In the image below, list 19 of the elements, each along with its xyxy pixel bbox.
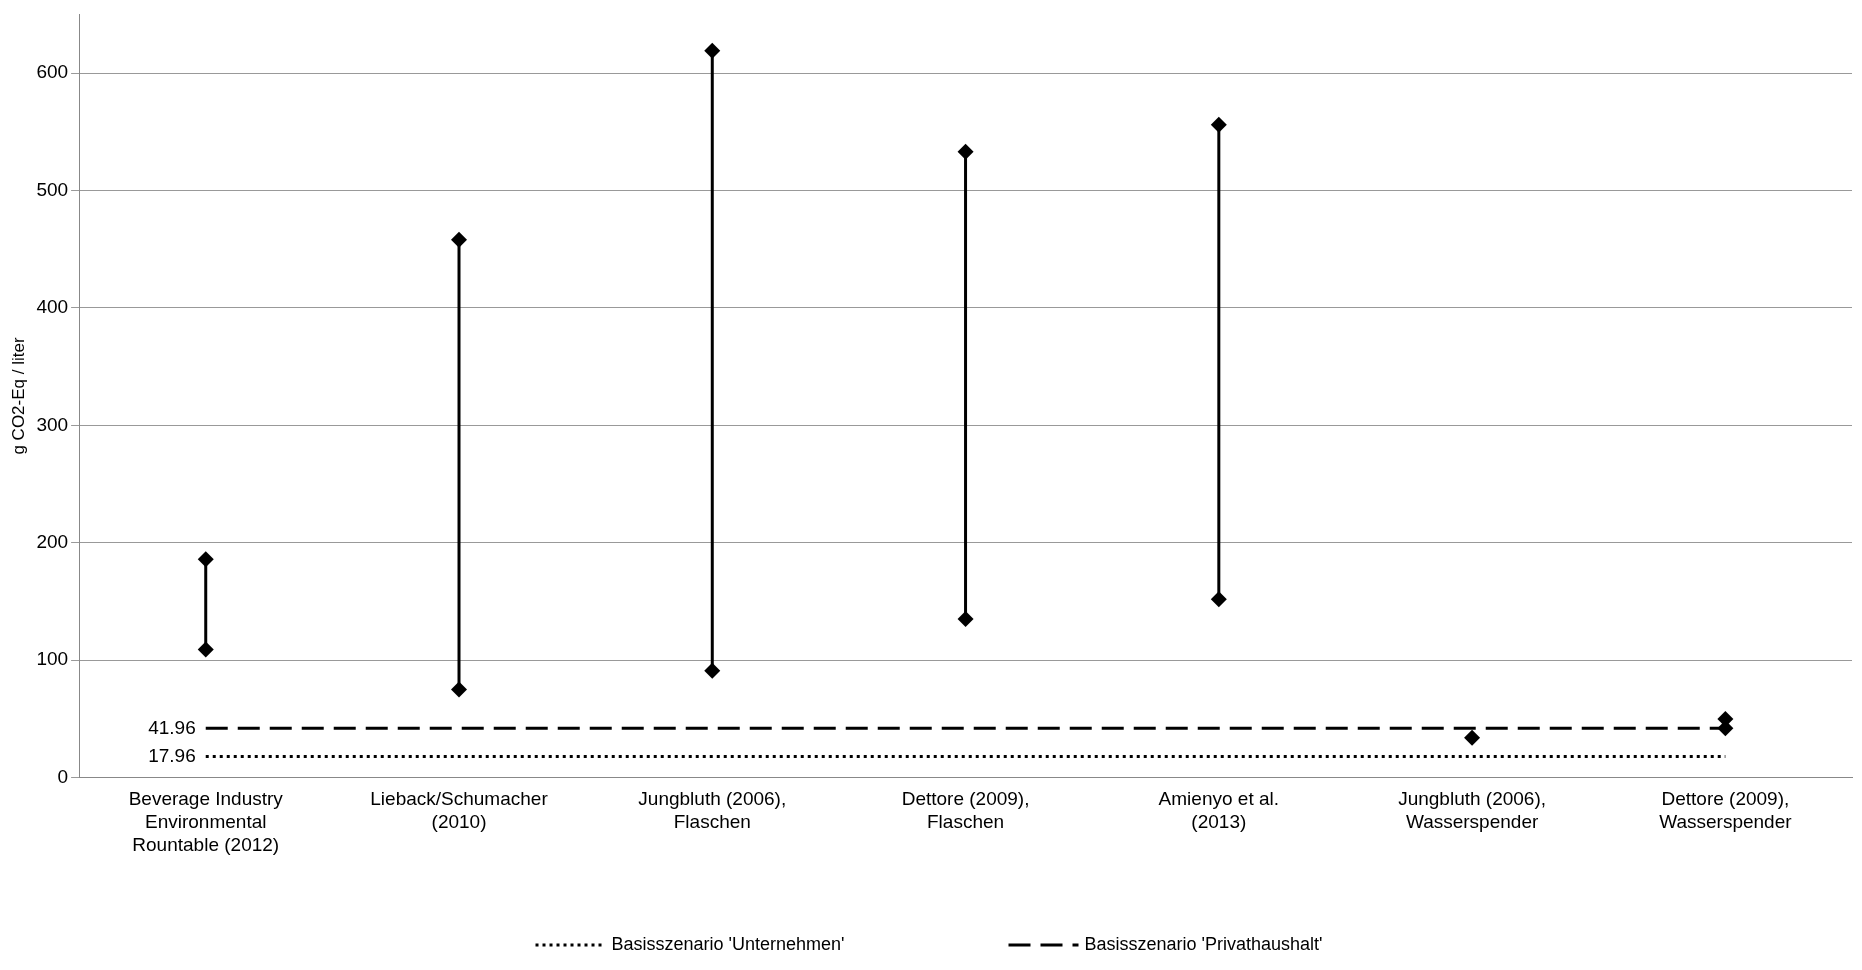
- y-tick-label: 0: [57, 765, 69, 787]
- x-tick-label: Amienyo et al. (2013): [1158, 788, 1280, 833]
- y-tick-label: 100: [36, 648, 69, 670]
- y-tick-label: 300: [36, 413, 69, 435]
- y-tick-label: 600: [36, 61, 69, 83]
- x-tick-label: Beverage Industry Environmental Rountable (2012): [128, 788, 284, 855]
- y-tick-label: 200: [36, 531, 69, 552]
- data-label: 17.96: [148, 744, 196, 766]
- y-axis-title: g CO2-Eq / liter: [8, 337, 28, 455]
- x-tick-label: Lieback/Schumacher (2010): [370, 788, 549, 833]
- x-tick-label: Dettore (2009), Flaschen: [901, 788, 1030, 833]
- x-tick-label: Jungbluth (2006), Wasserspender: [1398, 788, 1547, 833]
- legend-label: Basisszenario 'Unternehmen': [611, 933, 845, 954]
- legend-label: Basisszenario 'Privathaushalt': [1084, 933, 1323, 954]
- y-tick-label: 400: [36, 296, 69, 318]
- data-label: 41.96: [148, 716, 196, 738]
- x-tick-label: Jungbluth (2006), Flaschen: [638, 788, 787, 833]
- x-tick-label: Dettore (2009), Wasserspender: [1659, 788, 1793, 833]
- y-tick-label: 500: [36, 178, 69, 200]
